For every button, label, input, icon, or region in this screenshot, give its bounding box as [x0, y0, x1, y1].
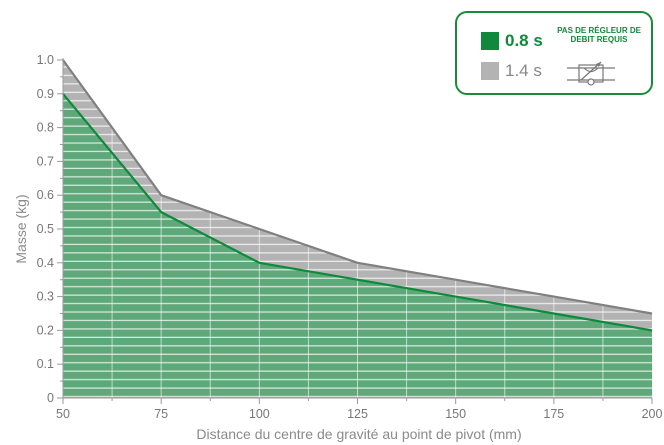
- y-axis-title: Masse (kg): [13, 194, 29, 263]
- legend-note-line-2: DEBIT REQUIS: [570, 35, 628, 44]
- y-tick-label: 0: [47, 391, 54, 405]
- legend-swatch-fast: [481, 32, 499, 50]
- x-tick-label: 100: [249, 407, 270, 421]
- y-tick-label: 0.7: [37, 154, 54, 168]
- y-tick-label: 0.5: [37, 222, 54, 236]
- y-tick-label: 0.4: [37, 256, 54, 270]
- x-tick-label: 175: [543, 407, 564, 421]
- legend-label-slow: 1.4 s: [505, 61, 542, 80]
- y-tick-label: 0.1: [37, 357, 54, 371]
- legend-note-line-1: PAS DE RÉGLEUR DE: [557, 26, 641, 35]
- y-tick-label: 0.9: [37, 87, 54, 101]
- y-tick-label: 0.8: [37, 121, 54, 135]
- y-tick-label: 0.3: [37, 290, 54, 304]
- y-axis-ticks: 0 0.1 0.2 0.3 0.4 0.5 0.6 0.7 0.8 0.9 1.0: [37, 53, 63, 405]
- x-tick-label: 50: [56, 407, 70, 421]
- y-tick-label: 1.0: [37, 53, 54, 67]
- x-axis-title: Distance du centre de gravité au point d…: [196, 426, 521, 442]
- legend-note: PAS DE RÉGLEUR DE DEBIT REQUIS: [549, 26, 649, 44]
- series-line-1: [62, 93, 653, 332]
- y-tick-label: 0.2: [37, 323, 54, 337]
- x-tick-label: 75: [154, 407, 168, 421]
- legend-label-fast: 0.8 s: [505, 31, 543, 50]
- y-tick-label: 0.6: [37, 188, 54, 202]
- x-axis-ticks: 50 75 100 125 150 175 200: [56, 398, 662, 421]
- x-tick-label: 125: [347, 407, 368, 421]
- flow-regulator-valve-icon: [567, 61, 615, 86]
- legend-swatch-slow: [481, 62, 499, 80]
- legend: 0.8 s 1.4 s PAS DE RÉGLEUR DE DEBIT REQU…: [455, 11, 653, 95]
- x-tick-label: 200: [642, 407, 663, 421]
- plot-area: [62, 56, 653, 399]
- x-tick-label: 150: [445, 407, 466, 421]
- series-line-0: [62, 59, 653, 315]
